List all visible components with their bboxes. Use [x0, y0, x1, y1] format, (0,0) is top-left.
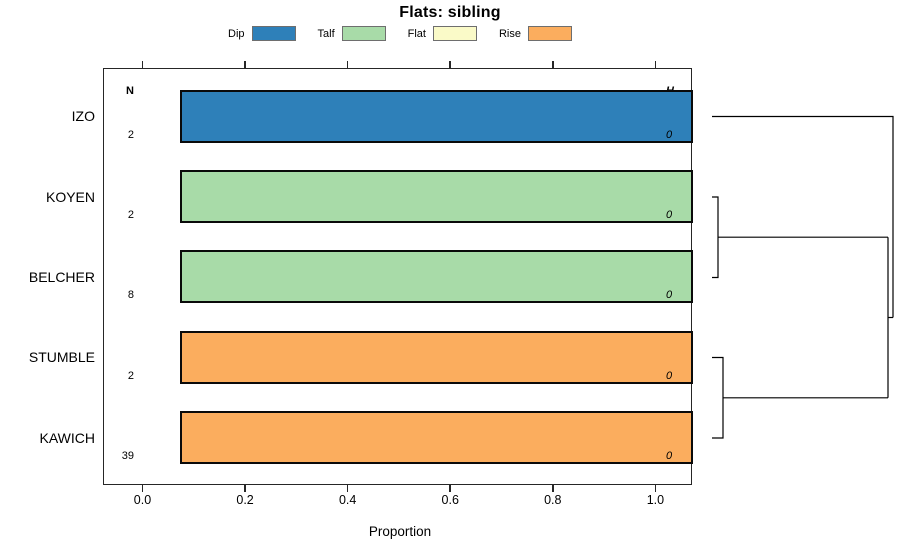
y-label-koyen: KOYEN: [45, 189, 95, 205]
n-value-belcher: 8: [127, 289, 134, 301]
bar-row-izo: [142, 90, 693, 143]
bar-row-belcher: [142, 250, 693, 303]
n-value-izo: 2: [127, 129, 134, 141]
y-label-kawich: KAWICH: [39, 430, 95, 446]
bar-row-koyen: [142, 170, 693, 223]
legend-label: Rise: [498, 27, 521, 40]
bar-koyen: [180, 170, 693, 223]
legend-swatch-rise: [528, 26, 572, 41]
n-value-kawich: 39: [121, 450, 134, 462]
x-axis-tick: [654, 485, 657, 492]
legend-entry-dip: Dip: [228, 26, 296, 41]
legend: Dip Talf Flat Rise: [50, 26, 750, 41]
n-value-koyen: 2: [127, 209, 134, 221]
bar-row-kawich: [142, 411, 693, 464]
legend-entry-flat: Flat: [408, 26, 477, 41]
bar-kawich: [180, 411, 693, 464]
legend-swatch-flat: [432, 26, 477, 41]
x-axis-tick-labels: 0.0 0.2 0.4 0.6 0.8 1.0: [0, 493, 900, 509]
chart-title: Flats: sibling: [399, 4, 501, 21]
y-label-stumble: STUMBLE: [28, 349, 95, 365]
x-axis-tick: [141, 485, 144, 492]
y-label-izo: IZO: [71, 108, 95, 124]
x-tick-label: 1.0: [646, 493, 665, 507]
legend-swatch-dip: [251, 26, 296, 41]
x-axis-tick: [449, 485, 451, 492]
legend-label: Dip: [228, 27, 245, 40]
bar-row-stumble: [142, 331, 693, 384]
x-axis-tick: [141, 60, 144, 68]
x-tick-label: 0.6: [441, 493, 459, 507]
x-tick-label: 0.8: [544, 493, 562, 507]
dendrogram-branch-stumble-kawich: [712, 356, 724, 439]
x-axis-tick: [449, 60, 451, 68]
x-axis-tick: [244, 485, 246, 492]
dendrogram-branch-koyen-belcher: [712, 196, 719, 279]
bar-izo: [180, 90, 693, 143]
legend-entry-rise: Rise: [499, 26, 572, 41]
legend-label: Flat: [407, 27, 426, 40]
bar-belcher: [180, 250, 693, 303]
x-tick-label: 0.2: [236, 493, 254, 507]
bar-stumble: [180, 331, 693, 384]
plot-area: N H 2 2 8 2 39 0 0 0 0 0: [103, 68, 693, 485]
x-axis-tick: [244, 60, 246, 68]
x-tick-label: 0.4: [338, 493, 357, 507]
x-axis-title: Proportion: [368, 524, 432, 539]
h-value-izo: 0: [666, 129, 673, 141]
h-value-belcher: 0: [666, 289, 673, 301]
x-axis-tick: [552, 485, 554, 492]
y-label-belcher: BELCHER: [28, 269, 95, 285]
n-column-header: N: [126, 85, 134, 97]
x-tick-label: 0.0: [133, 493, 152, 507]
h-value-koyen: 0: [666, 209, 673, 221]
h-value-kawich: 0: [666, 450, 673, 462]
x-axis-tick: [654, 60, 657, 68]
legend-label: Talf: [317, 27, 335, 40]
x-axis-tick: [346, 60, 349, 68]
legend-swatch-talf: [341, 26, 386, 41]
h-value-stumble: 0: [666, 370, 673, 382]
legend-entry-talf: Talf: [318, 26, 386, 41]
dendrogram-branch-izo: [712, 115, 894, 318]
n-value-stumble: 2: [127, 370, 134, 382]
x-axis-tick: [346, 485, 349, 492]
x-axis-tick: [552, 60, 554, 68]
